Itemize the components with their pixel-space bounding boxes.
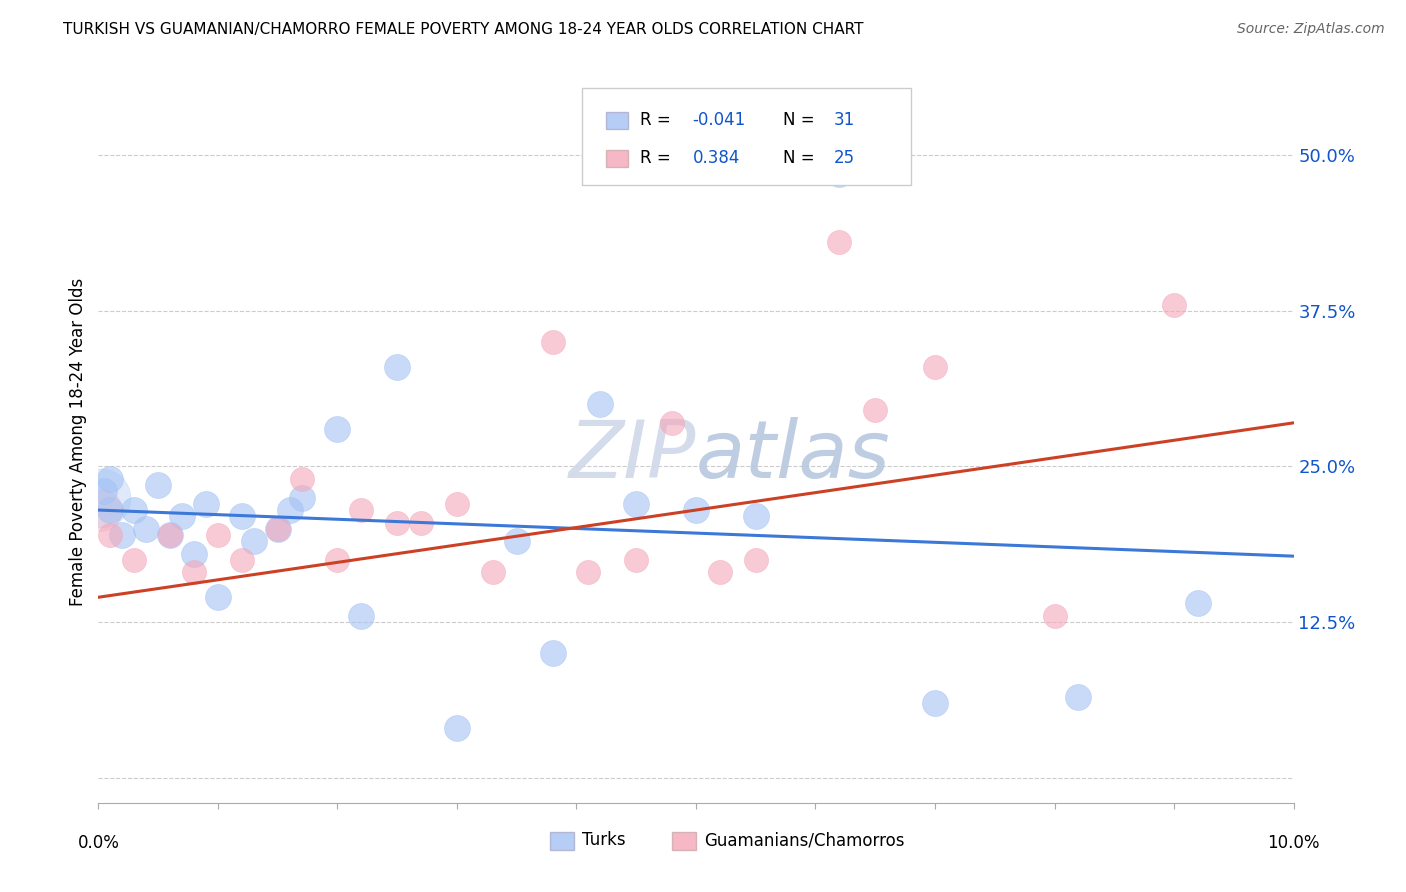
Point: [385, 359, 409, 374]
Point: [350, 503, 373, 517]
Point: [1163, 297, 1185, 311]
Point: [90, 503, 112, 517]
Point: [326, 422, 349, 436]
Point: [506, 534, 529, 549]
Point: [589, 397, 612, 411]
Text: R =: R =: [640, 111, 676, 128]
Point: [93, 484, 115, 499]
Point: [865, 403, 887, 417]
Point: [446, 497, 468, 511]
Point: [231, 553, 253, 567]
FancyBboxPatch shape: [606, 150, 628, 167]
Text: atlas: atlas: [696, 417, 891, 495]
Point: [243, 534, 266, 549]
Point: [231, 509, 253, 524]
Point: [124, 553, 146, 567]
Text: ZIP: ZIP: [568, 417, 696, 495]
Text: R =: R =: [640, 149, 676, 167]
Point: [745, 509, 768, 524]
Point: [195, 497, 218, 511]
FancyBboxPatch shape: [582, 87, 911, 185]
Point: [111, 528, 134, 542]
Point: [98, 528, 122, 542]
Point: [159, 528, 181, 542]
Text: N =: N =: [783, 149, 820, 167]
Point: [541, 334, 564, 349]
Point: [1043, 609, 1066, 624]
Point: [183, 547, 205, 561]
Point: [685, 503, 707, 517]
Point: [90, 491, 112, 505]
Point: [626, 497, 648, 511]
Point: [541, 646, 564, 660]
Point: [626, 553, 648, 567]
Text: Source: ZipAtlas.com: Source: ZipAtlas.com: [1237, 22, 1385, 37]
Point: [661, 416, 683, 430]
Point: [745, 553, 768, 567]
Text: 25: 25: [834, 149, 855, 167]
Text: 0.384: 0.384: [692, 149, 740, 167]
Point: [385, 516, 409, 530]
Point: [291, 472, 314, 486]
Point: [124, 503, 146, 517]
Point: [148, 478, 170, 492]
Point: [278, 503, 301, 517]
Text: Turks: Turks: [582, 831, 626, 849]
Text: N =: N =: [783, 111, 820, 128]
Point: [578, 566, 600, 580]
Point: [172, 509, 194, 524]
Text: -0.041: -0.041: [692, 111, 745, 128]
Point: [828, 167, 851, 181]
Point: [482, 566, 505, 580]
Point: [446, 721, 468, 735]
Point: [411, 516, 433, 530]
Text: 10.0%: 10.0%: [1267, 834, 1320, 852]
Point: [924, 696, 946, 710]
Point: [828, 235, 851, 250]
Y-axis label: Female Poverty Among 18-24 Year Olds: Female Poverty Among 18-24 Year Olds: [69, 277, 87, 606]
Point: [207, 528, 229, 542]
Point: [98, 503, 122, 517]
Point: [98, 472, 122, 486]
Point: [350, 609, 373, 624]
Point: [709, 566, 731, 580]
Point: [267, 522, 290, 536]
Point: [183, 566, 205, 580]
Text: Guamanians/Chamorros: Guamanians/Chamorros: [704, 831, 905, 849]
Text: 0.0%: 0.0%: [77, 834, 120, 852]
FancyBboxPatch shape: [550, 831, 574, 850]
FancyBboxPatch shape: [606, 112, 628, 128]
Point: [1067, 690, 1090, 704]
Point: [1187, 597, 1209, 611]
Text: TURKISH VS GUAMANIAN/CHAMORRO FEMALE POVERTY AMONG 18-24 YEAR OLDS CORRELATION C: TURKISH VS GUAMANIAN/CHAMORRO FEMALE POV…: [63, 22, 863, 37]
Point: [135, 522, 157, 536]
Point: [207, 591, 229, 605]
Point: [924, 359, 946, 374]
Point: [159, 528, 181, 542]
Point: [291, 491, 314, 505]
Text: 31: 31: [834, 111, 855, 128]
Point: [326, 553, 349, 567]
FancyBboxPatch shape: [672, 831, 696, 850]
Point: [267, 522, 290, 536]
